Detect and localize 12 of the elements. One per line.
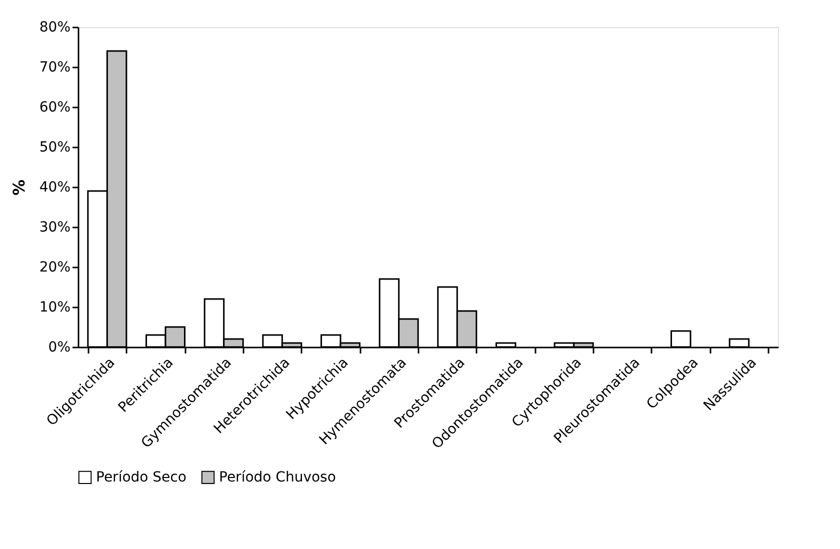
y-tick-label: 70% (39, 60, 70, 76)
y-tick-label: 20% (39, 260, 70, 276)
y-tick-label: 60% (39, 100, 70, 116)
y-tick-label: 80% (39, 20, 70, 36)
legend-label: Período Seco (96, 469, 186, 486)
y-axis-title: % (9, 179, 28, 196)
y-tick-label: 50% (39, 140, 70, 156)
y-tick-label: 10% (39, 300, 70, 316)
y-tick-label: 40% (39, 180, 70, 196)
y-tick-label: 30% (39, 220, 70, 236)
legend-label: Período Chuvoso (219, 469, 336, 486)
y-tick-label: 0% (48, 340, 70, 356)
